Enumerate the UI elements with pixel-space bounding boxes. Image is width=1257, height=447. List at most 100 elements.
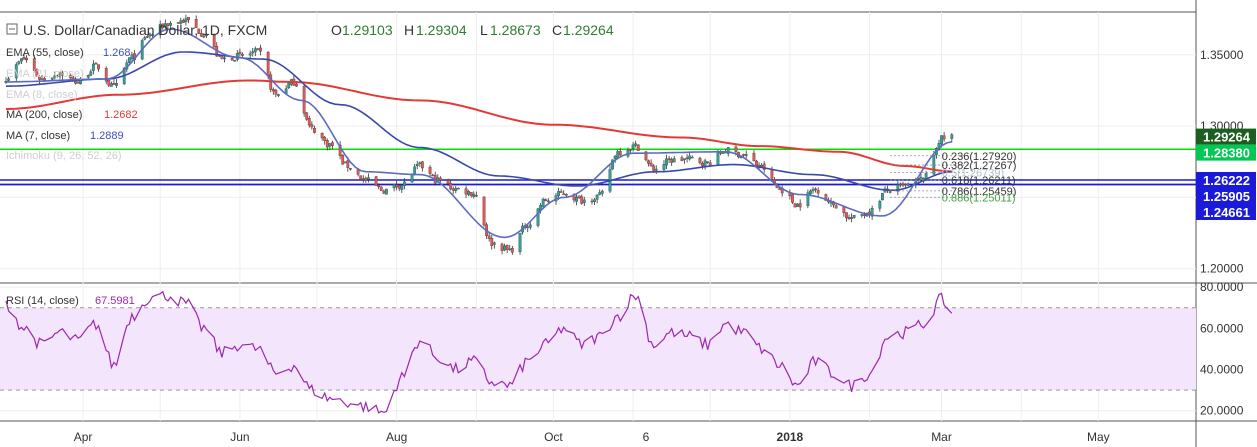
candle [950,133,954,143]
candle-body [233,60,237,62]
candle-body [662,164,666,170]
ma7-line [6,28,952,239]
candle-body [649,162,653,167]
candle-body [38,76,41,80]
candle [25,55,28,63]
candle [115,79,118,88]
rsi-tick-label: 80.0000 [1200,280,1244,294]
price-tick-label: 1.35000 [1200,48,1244,62]
legend-ema21-label[interactable]: EMA (21, close) [6,68,84,80]
fib-level-label: 0.886(1.25011) [942,192,1016,204]
candle-body [402,181,406,187]
price-badge [1196,144,1256,161]
candle [212,33,216,48]
candle [91,60,95,75]
candle [253,46,257,57]
candle-body [613,156,617,159]
rsi-tick-label: 60.0000 [1200,321,1244,335]
candle [456,187,460,190]
candle-body [212,35,216,48]
candle [672,155,676,163]
candle [888,191,892,194]
candle-body [86,75,90,78]
candle [793,203,797,208]
candle [762,161,766,173]
candle [544,198,548,202]
legend-ema55-label[interactable]: EMA (55, close) [6,47,84,59]
candle-body [184,18,188,22]
candle-body [472,193,476,197]
candle [94,62,98,65]
candle [199,29,203,38]
candle-body [906,183,910,186]
ema55-line [5,51,952,191]
candle [755,159,758,167]
candle-body [595,194,599,200]
candle [402,178,406,190]
high-value: 1.29304 [416,22,467,38]
legend-ma7-label[interactable]: MA (7, close) [6,130,70,142]
indicator-legend: EMA (55, close) 1.268 EMA (21, close) EM… [6,47,138,162]
candle-body [577,195,581,199]
candle [798,199,802,211]
candle-body [94,63,98,65]
candle [647,159,650,167]
candle [690,155,694,159]
candle [896,181,900,196]
rsi-line [5,290,953,414]
candle-body [392,184,396,189]
price-badge [1196,171,1256,188]
candle-body [194,19,198,28]
candle [238,48,242,57]
time-axis[interactable]: Apr Jun Aug Oct 6 2018 Mar May [74,430,1110,444]
candle [662,160,666,173]
rsi-axis[interactable]: 20.0000 40.0000 60.0000 80.0000 [1200,280,1244,418]
candle [104,66,108,85]
candle-body [634,143,638,146]
close-label: C [552,22,562,38]
legend-ema8-label[interactable]: EMA (8, close) [6,89,78,101]
candle-body [410,174,414,183]
price-badge-label: 1.25905 [1203,189,1250,204]
candle [107,79,111,88]
candle-body [328,143,332,147]
candle-body [187,17,190,21]
candle [184,14,188,26]
candle-body [685,157,689,159]
fibonacci-retracement[interactable]: 0.236(1.27920)0.382(1.27267)0.5(1.26739)… [890,151,1016,204]
candle-body [50,77,54,80]
candle [631,141,635,152]
candle-body [7,78,10,81]
candle-body [536,208,540,226]
candle [307,115,311,128]
time-tick-label: Apr [74,430,93,444]
candle [649,159,653,167]
candle [187,17,190,24]
legend-ichimoku-label[interactable]: Ichimoku (9, 26, 52, 26) [6,150,122,162]
candle [559,188,563,193]
candle [608,165,612,194]
candle-body [487,235,491,239]
candle [35,68,39,78]
candle-body [919,176,923,181]
rsi-legend-label[interactable]: RSI (14, close) [6,295,79,307]
candle-body [618,151,622,156]
candle-body [313,128,316,133]
legend-ma200-label[interactable]: MA (200, close) [6,109,82,121]
candle [575,193,578,206]
candle-body [824,194,828,201]
horizontal-levels[interactable] [0,148,1196,186]
candle [600,189,604,197]
candle [816,187,820,198]
candle-body [151,34,154,37]
chart-header: U.S. Dollar/Canadian Dollar, 1D, FXCM O … [6,22,614,38]
candle-body [32,58,36,71]
fib-level-label: 0.618(1.26211) [942,175,1016,187]
candle-body [932,154,936,175]
price-badge [1196,187,1256,204]
candle [706,161,710,164]
candle [595,194,599,204]
candle [845,212,848,222]
fib-level-label: 0.5(1.26739) [942,168,1004,180]
